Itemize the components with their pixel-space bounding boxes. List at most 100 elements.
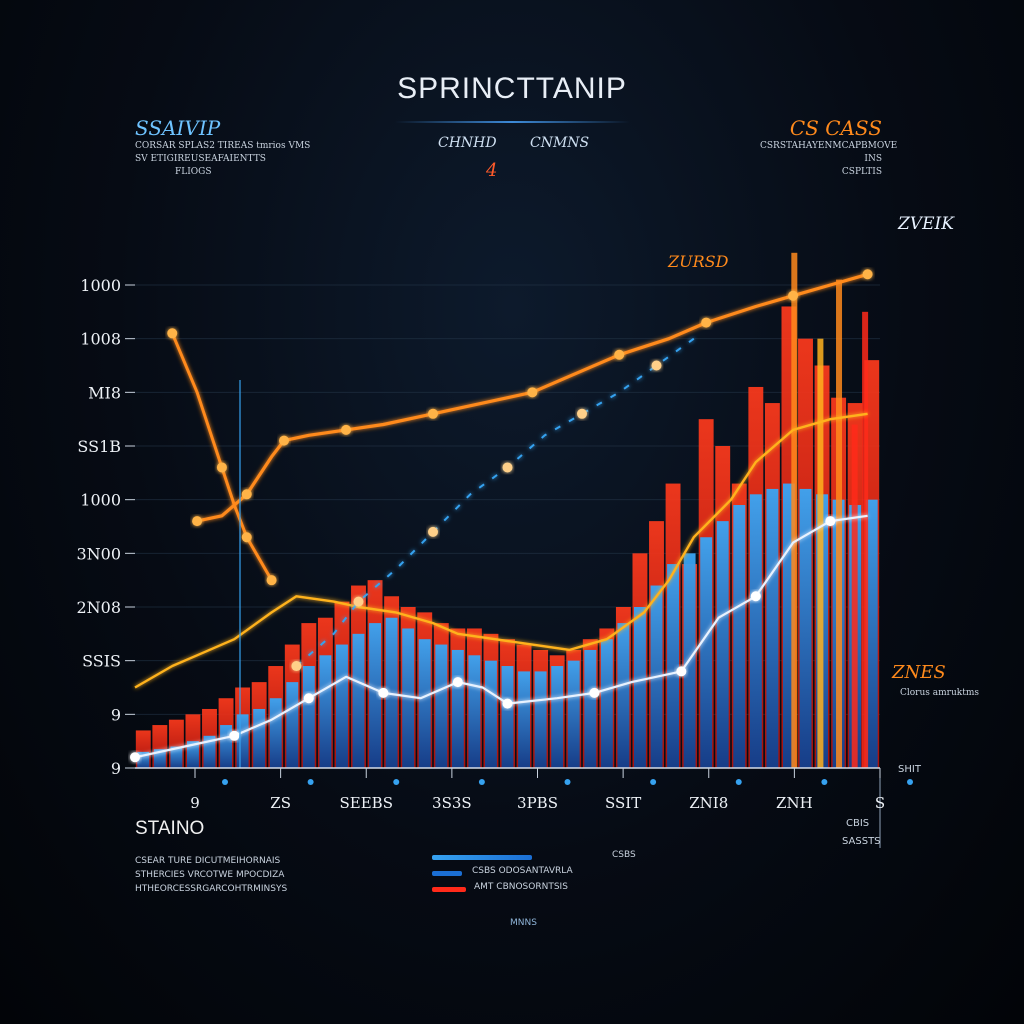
accent-bar bbox=[817, 338, 824, 768]
accent-bar bbox=[851, 424, 858, 768]
blue-bar bbox=[335, 644, 348, 768]
blue-bar bbox=[551, 666, 564, 768]
line-point bbox=[428, 526, 438, 537]
y-tick-label: SS1B bbox=[77, 437, 121, 456]
blue-bar bbox=[153, 749, 166, 768]
accent-bar bbox=[836, 279, 843, 768]
top-left-heading: SSAIVIP bbox=[135, 116, 221, 140]
y-tick-label: 9 bbox=[111, 705, 121, 724]
legend-label-1: CSBS bbox=[612, 850, 636, 860]
y-tick-label: 1000 bbox=[80, 491, 121, 510]
page-title: SPRINCTTANIP bbox=[397, 72, 627, 105]
line-point bbox=[589, 687, 600, 698]
y-tick-label: SSIS bbox=[82, 652, 121, 671]
line-point bbox=[353, 596, 364, 607]
top-right-line-1: CSRSTAHAYENMCAPBMOVE INS bbox=[760, 141, 898, 164]
line-point bbox=[750, 591, 761, 602]
blue-bar bbox=[484, 660, 497, 768]
line-point bbox=[341, 424, 352, 435]
blue-bar bbox=[451, 649, 464, 768]
top-left-note: SSAIVIP CORSAR SPLAS2 TIREAS tmrios VMS … bbox=[135, 116, 310, 179]
axis-end-sub: CBIS bbox=[846, 818, 870, 829]
footer-line-2: STHERCIES VRCOTWE MPOCDIZA bbox=[135, 870, 285, 880]
top-center-marker: 4 bbox=[486, 160, 498, 181]
line-point bbox=[266, 575, 277, 586]
blue-bar bbox=[584, 649, 597, 768]
blue-bar bbox=[385, 617, 398, 768]
blue-bar bbox=[186, 741, 199, 768]
blue-bar bbox=[236, 714, 249, 768]
callout-mid-right: ZURSD bbox=[668, 252, 729, 271]
footer-title: STAINO bbox=[135, 818, 205, 839]
top-right-note: CS CASS CSRSTAHAYENMCAPBMOVE INS CSPLTIS bbox=[760, 116, 898, 179]
x-tick-label: ZNI8 bbox=[689, 794, 728, 812]
line-point bbox=[862, 269, 873, 280]
legend-label-3: AMT CBNOSORNTSIS bbox=[474, 882, 568, 892]
grid-lines bbox=[135, 284, 880, 715]
blue-bar bbox=[600, 639, 613, 768]
legend-label-2: CSBS ODOSANTAVRLA bbox=[472, 866, 573, 876]
legend-footnote: MNNS bbox=[510, 918, 537, 928]
blue-bar bbox=[418, 639, 431, 768]
line-point bbox=[577, 408, 587, 419]
top-center-label-b: CNMNS bbox=[530, 135, 590, 151]
x-tick-label: ZNH bbox=[776, 794, 813, 812]
x-tick-dot bbox=[478, 779, 485, 785]
top-right-heading: CS CASS bbox=[789, 116, 882, 140]
legend-swatch-2 bbox=[432, 871, 462, 876]
line-point bbox=[701, 317, 712, 328]
line-point bbox=[303, 693, 314, 704]
blue-bar bbox=[733, 505, 746, 768]
y-tick-label: MI8 bbox=[88, 383, 121, 402]
x-tick-label: ZS bbox=[270, 794, 291, 812]
line-point bbox=[279, 435, 289, 446]
blue-bar bbox=[468, 655, 481, 768]
blue-bar bbox=[749, 494, 762, 768]
line-point bbox=[130, 752, 140, 763]
blue-bar bbox=[782, 483, 795, 768]
blue-bar bbox=[716, 521, 729, 768]
bar-group bbox=[135, 252, 880, 769]
line-point bbox=[676, 666, 687, 677]
line-point bbox=[241, 489, 252, 500]
line-point bbox=[651, 360, 662, 371]
blue-bar bbox=[567, 660, 580, 768]
callout-lower-right-line: Clorus amruktms bbox=[900, 688, 979, 698]
axis-end-label: SHIT bbox=[898, 764, 921, 775]
line-point bbox=[192, 516, 203, 527]
blue-bar bbox=[501, 666, 514, 768]
x-tick-label: S bbox=[875, 794, 885, 812]
x-tick-dot bbox=[393, 779, 400, 785]
title-underline bbox=[395, 121, 630, 123]
axis-end-sub-2: SASSTS bbox=[842, 836, 881, 847]
blue-bar bbox=[170, 746, 183, 768]
line-point bbox=[452, 677, 463, 688]
x-tick-dot bbox=[222, 779, 228, 785]
line-point bbox=[241, 532, 252, 543]
blue-bar bbox=[667, 564, 680, 768]
line-point bbox=[825, 516, 836, 527]
x-tick-label: SSIT bbox=[605, 794, 641, 812]
line-point bbox=[378, 687, 389, 698]
legend-swatch-1 bbox=[432, 855, 532, 860]
y-tick-label: 9 bbox=[111, 759, 121, 778]
blue-bar bbox=[518, 671, 531, 768]
callout-top-right: ZVEIK bbox=[898, 214, 954, 234]
blue-bar bbox=[633, 607, 646, 768]
legend-swatch-3 bbox=[432, 887, 466, 892]
line-point bbox=[527, 387, 538, 398]
series-line bbox=[134, 412, 868, 689]
blue-bar bbox=[369, 623, 382, 768]
series-line bbox=[134, 514, 868, 759]
x-tick-dot bbox=[307, 779, 314, 785]
line-group bbox=[130, 269, 873, 768]
blue-bar bbox=[319, 655, 332, 768]
x-tick-dot bbox=[907, 779, 913, 785]
x-tick-dot bbox=[650, 779, 657, 785]
blue-bar bbox=[402, 628, 415, 768]
y-tick-label: 2N08 bbox=[76, 598, 121, 617]
footer-line-3: HTHEORCESSRGARCOHTRMINSYS bbox=[135, 884, 288, 894]
line-point bbox=[167, 328, 178, 339]
x-tick-label: SEEBS bbox=[340, 794, 393, 812]
